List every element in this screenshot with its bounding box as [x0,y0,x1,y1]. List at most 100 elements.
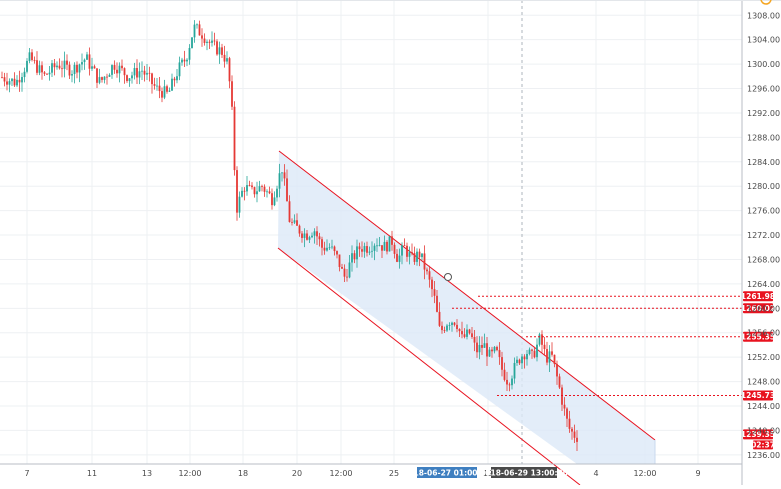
candle-body [316,231,318,237]
candle-body [353,253,356,260]
candle-body [456,324,458,330]
candle-body [433,289,436,296]
candle-body [413,253,416,262]
candle-body [38,65,41,73]
candle-body [278,173,281,189]
price-axis-labels: 1236.00 1240.00 1244.00 1248.00 1252.00 1256.… [747,11,780,460]
candle-body [63,60,66,69]
candle-body [103,76,106,80]
candle-body [343,268,346,277]
candle-body [226,58,228,62]
candle-body [438,311,441,326]
candle-body [556,363,558,377]
candle-body [521,356,523,364]
candle-body [516,359,518,363]
candle-body [18,79,21,83]
candle-body [106,76,108,78]
candle-body [408,252,411,257]
candle-body [146,72,148,75]
candle-body [416,251,418,262]
candle-body [91,66,93,69]
price-tick-label: 1264.00 [747,280,780,289]
candle-body [383,241,386,251]
candle-body [526,353,528,360]
candle-body [73,64,76,75]
countdown-label: 02:37 [751,440,775,449]
candle-body [333,246,336,252]
candle-body [76,64,78,73]
candle-body [246,185,248,192]
candle-body [336,251,338,255]
indicator-icon [760,0,772,5]
price-tick-label: 1260.00 [747,304,780,313]
candle-body [361,249,363,252]
price-tick-label: 1272.00 [747,231,780,240]
candle-body [483,343,486,348]
candle-body [568,418,571,429]
candle-body [111,65,113,75]
candle-body [208,41,211,43]
price-tick-label: 1288.00 [747,133,780,142]
candle-body [576,437,578,442]
candle-body [541,334,543,345]
candle-body [388,236,391,252]
candle-body [276,188,278,198]
price-tick-label: 1236.00 [747,451,780,460]
time-tick-label: 7 [24,469,29,478]
candle-body [401,245,403,256]
date-badge [491,467,557,478]
candle-body [86,54,88,60]
candle-body [546,349,548,363]
candle-body [141,70,143,72]
candle-body [548,351,551,363]
candle-body [243,190,246,192]
price-tick-label: 1252.00 [747,353,780,362]
candle-body [536,344,538,358]
candle-body [153,84,156,86]
candle-body [271,193,273,206]
candle-body [466,329,468,337]
channel-fill [278,151,655,464]
candle-body [238,196,241,213]
current-price-label: 1239.35 [741,430,775,439]
candle-body [121,65,123,69]
candle-body [191,37,193,48]
candle-body [231,81,233,107]
candle-body [68,64,71,76]
time-tick-label: 25 [389,469,399,478]
candle-body [286,178,288,202]
candle-body [206,41,208,43]
candle-body [96,68,98,83]
candle-body [166,86,168,92]
candle-body [311,235,313,238]
price-tick-label: 1276.00 [747,207,780,216]
candle-body [491,349,493,352]
candle-body [126,75,128,82]
candle-body [458,329,461,332]
candle-body [51,63,53,73]
candle-body [158,85,161,92]
candle-body [508,384,511,386]
time-tick-label: 18 [238,469,248,478]
candle-body [428,271,431,280]
candle-body [6,81,8,85]
candle-body [28,52,31,61]
candle-body [88,54,91,69]
trend-channel[interactable] [277,150,656,486]
candle-body [283,172,286,179]
candle-body [161,91,163,98]
candle-body [533,350,536,358]
candle-body [186,59,188,62]
price-level-label: 1261.98 [741,292,775,301]
candle-body [26,60,28,72]
candle-body [558,376,561,388]
candle-body [13,78,16,86]
alert-marker [444,273,452,281]
candle-body [56,65,58,68]
candle-body [461,331,463,335]
candle-body [368,251,371,253]
candle-body [181,59,183,63]
candle-body [308,237,311,240]
